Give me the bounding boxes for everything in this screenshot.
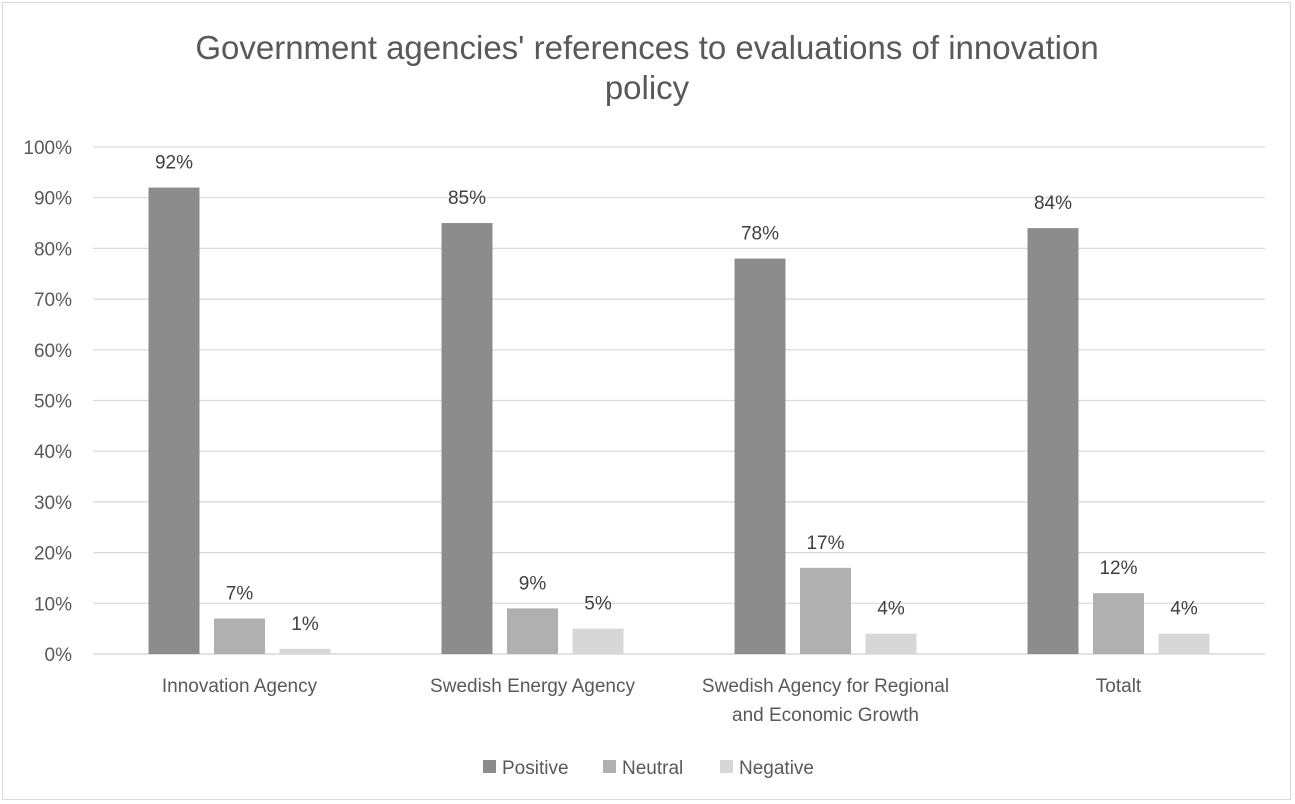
- bar-positive: [1027, 228, 1079, 654]
- data-label: 78%: [741, 224, 779, 245]
- data-label: 92%: [155, 153, 193, 174]
- data-labels: 92% 7% 1% 85% 9% 5% 78% 17% 4% 84% 12% 4%: [155, 153, 1198, 635]
- y-tick-label: 100%: [23, 138, 72, 159]
- bar-negative: [572, 628, 624, 654]
- y-tick-label: 40%: [34, 442, 72, 463]
- bar-positive: [441, 223, 493, 655]
- y-tick-label: 70%: [34, 290, 72, 311]
- x-category-label: Totalt: [1096, 676, 1142, 697]
- y-tick-label: 30%: [34, 493, 72, 514]
- y-tick-label: 0%: [45, 645, 73, 666]
- y-tick-label: 10%: [34, 594, 72, 615]
- legend-swatch-positive: [483, 760, 496, 773]
- bars: [148, 187, 1210, 655]
- legend-swatch-neutral: [603, 760, 616, 773]
- data-label: 1%: [291, 614, 319, 635]
- x-category-label: and Economic Growth: [732, 705, 919, 726]
- y-tick-label: 20%: [34, 544, 72, 565]
- data-label: 12%: [1099, 558, 1137, 579]
- gridlines: [93, 146, 1265, 655]
- y-tick-label: 90%: [34, 189, 72, 210]
- bar-neutral: [800, 567, 851, 654]
- legend-label-neutral: Neutral: [622, 758, 683, 779]
- data-label: 85%: [448, 188, 486, 209]
- chart-title: Government agencies' references to evalu…: [195, 29, 1098, 106]
- y-tick-label: 50%: [34, 392, 72, 413]
- y-axis-ticks: 0% 10% 20% 30% 40% 50% 60% 70% 80% 90% 100%: [23, 138, 72, 666]
- chart-title-line: Government agencies' references to evalu…: [195, 29, 1098, 66]
- bar-positive: [734, 258, 786, 654]
- data-label: 84%: [1034, 193, 1072, 214]
- data-label: 17%: [806, 533, 844, 554]
- x-axis-categories: Innovation Agency Swedish Energy Agency Sw…: [162, 676, 1142, 726]
- data-label: 4%: [1170, 599, 1198, 620]
- legend-swatch-negative: [720, 760, 733, 773]
- bar-neutral: [1093, 593, 1144, 654]
- chart-title-line: policy: [605, 69, 690, 106]
- x-category-label: Swedish Energy Agency: [430, 676, 635, 697]
- data-label: 4%: [877, 599, 905, 620]
- bar-neutral: [214, 618, 265, 654]
- data-label: 9%: [519, 573, 547, 594]
- y-tick-label: 60%: [34, 341, 72, 362]
- bar-neutral: [507, 608, 558, 654]
- bar-negative: [865, 633, 917, 654]
- y-tick-label: 80%: [34, 239, 72, 260]
- legend-label-negative: Negative: [739, 758, 814, 779]
- x-category-label: Swedish Agency for Regional: [702, 676, 949, 697]
- data-label: 7%: [226, 584, 254, 605]
- legend-label-positive: Positive: [502, 758, 569, 779]
- x-category-label: Innovation Agency: [162, 676, 318, 697]
- bar-negative: [279, 648, 331, 654]
- bar-positive: [148, 187, 200, 654]
- data-label: 5%: [584, 594, 612, 615]
- bar-negative: [1158, 633, 1210, 654]
- legend: Positive Neutral Negative: [483, 758, 814, 779]
